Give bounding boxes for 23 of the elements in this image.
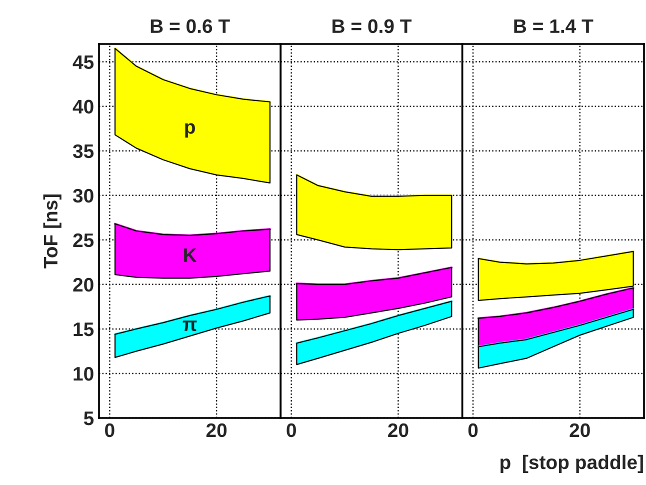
chart-title: B = 0.9 T — [332, 19, 412, 34]
series-label: p — [185, 123, 195, 138]
y-tick-label: 20 — [73, 278, 94, 292]
x-tick-label: 20 — [206, 423, 227, 438]
y-axis-title: ToF [ns] — [43, 194, 62, 268]
x-tick-label: 20 — [388, 423, 408, 438]
x-tick-label: 0 — [286, 423, 296, 438]
y-tick-label: 25 — [73, 233, 94, 248]
chart-title: B = 1.4 T — [514, 20, 594, 33]
x-tick-label: 20 — [570, 423, 590, 438]
x-axis-title: p [stop paddle] — [500, 454, 643, 473]
series-label: π — [182, 320, 197, 332]
x-tick-label: 0 — [468, 423, 478, 438]
y-tick-label: 5 — [84, 412, 94, 426]
y-tick-label: 40 — [72, 100, 94, 114]
y-tick-label: 45 — [72, 55, 94, 70]
x-tick-label: 0 — [105, 423, 114, 438]
y-tick-label: 15 — [74, 322, 94, 336]
y-tick-label: 35 — [72, 144, 94, 158]
y-tick-label: 10 — [74, 366, 94, 381]
chart-title: B = 0.6 T — [150, 19, 230, 34]
series-label: K — [184, 248, 197, 262]
y-tick-label: 30 — [72, 188, 94, 203]
